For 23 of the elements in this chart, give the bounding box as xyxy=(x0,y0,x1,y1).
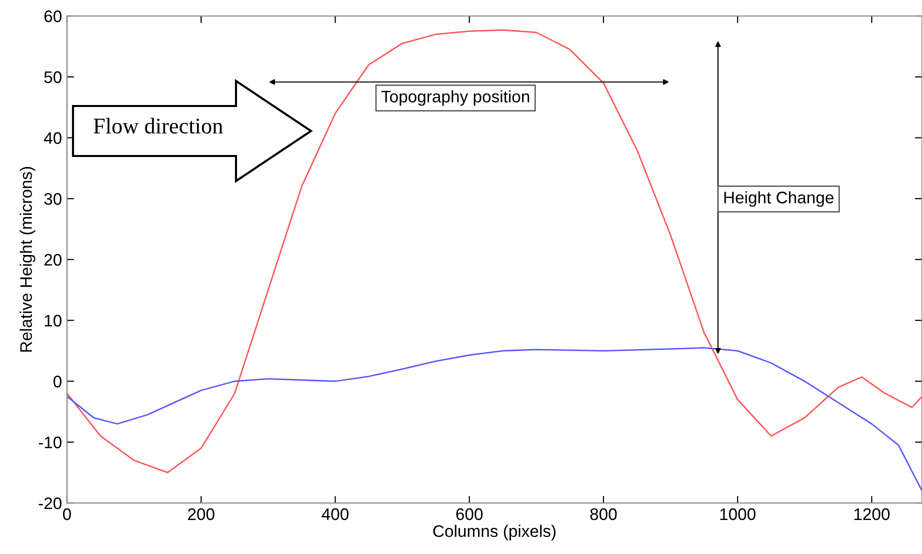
y-tick-label: 40 xyxy=(44,132,62,144)
x-tick-label: 200 xyxy=(188,508,214,520)
x-tick-label: 1200 xyxy=(854,508,890,520)
x-tick-label: 400 xyxy=(322,508,348,520)
x-axis-title: Columns (pixels) xyxy=(433,524,556,540)
y-tick-label: -20 xyxy=(38,497,62,510)
x-tick-label: 600 xyxy=(456,508,483,520)
line-series xyxy=(67,347,922,492)
annotation: Flow direction xyxy=(94,118,223,134)
y-tick-label: 60 xyxy=(44,10,62,22)
y-tick-label: -10 xyxy=(38,436,62,448)
x-tick-label: 0 xyxy=(63,508,71,520)
y-tick-label: 0 xyxy=(54,376,62,388)
x-tick-label: 800 xyxy=(590,508,617,520)
annotation: Topography position xyxy=(381,90,530,106)
y-tick-label: 50 xyxy=(44,71,62,84)
line-series xyxy=(67,29,922,474)
y-tick-label: 20 xyxy=(44,254,62,266)
y-axis-title: Relative Height (microns) xyxy=(20,166,36,352)
y-tick-label: 30 xyxy=(44,193,62,205)
annotation: Height Change xyxy=(724,191,834,207)
y-tick-label: 10 xyxy=(44,314,62,327)
x-tick-label: 1000 xyxy=(720,508,756,520)
